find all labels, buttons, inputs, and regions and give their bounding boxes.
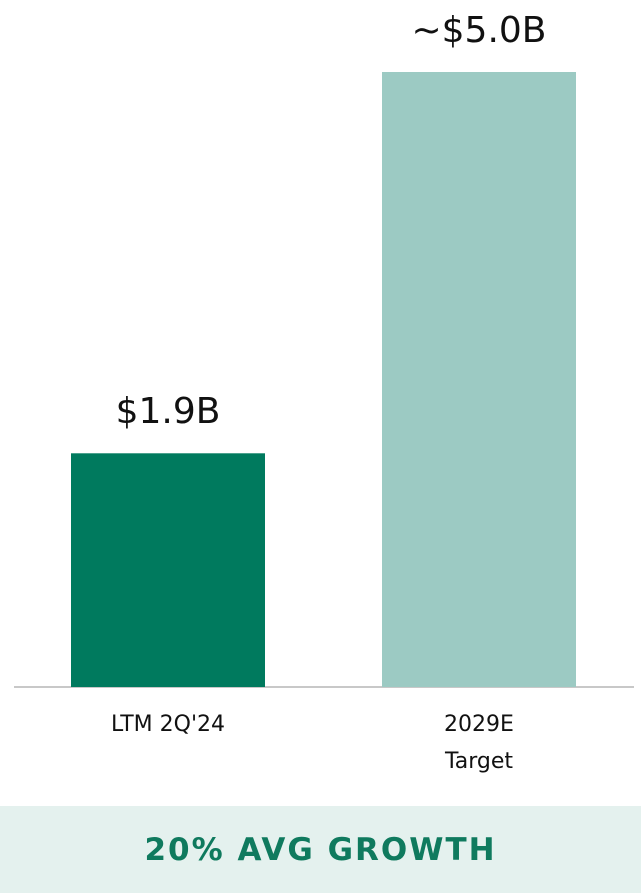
value-label: $1.9B <box>115 391 221 433</box>
chart <box>14 72 634 688</box>
value-label: ~$5.0B <box>411 10 547 51</box>
category-label: 2029E Target <box>444 712 514 774</box>
category-label: LTM 2Q'24 <box>111 712 225 737</box>
bar <box>71 453 265 687</box>
bar <box>382 72 576 687</box>
growth-banner: 20% AVG GROWTH <box>0 806 641 893</box>
